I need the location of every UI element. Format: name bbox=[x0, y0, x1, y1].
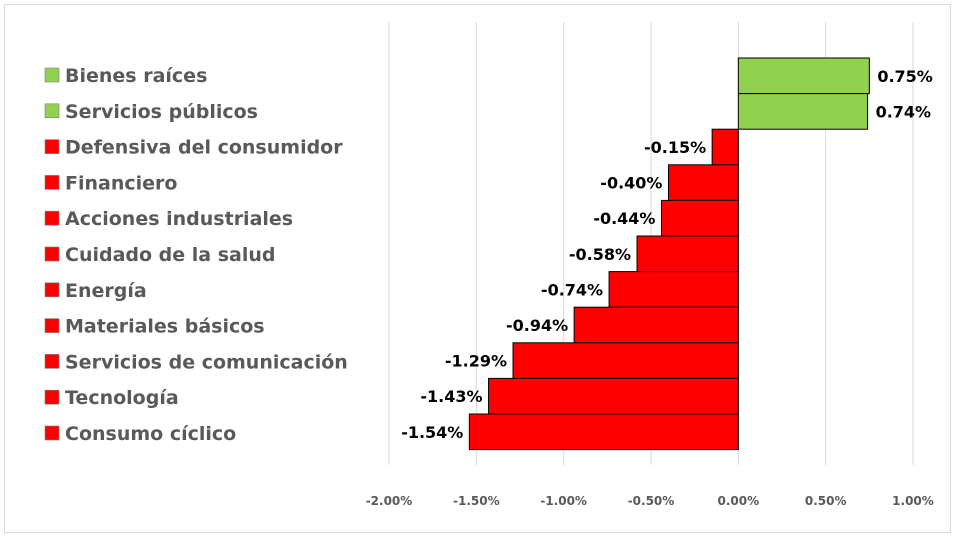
data-label: 0.75% bbox=[877, 67, 933, 86]
legend-swatch bbox=[44, 425, 60, 441]
data-label: -0.74% bbox=[541, 280, 603, 299]
legend-label: Bienes raíces bbox=[65, 65, 207, 87]
data-label: -0.44% bbox=[593, 209, 655, 228]
legend-swatch bbox=[44, 389, 60, 405]
x-tick-label: 0.00% bbox=[718, 494, 760, 508]
bar bbox=[573, 306, 739, 344]
legend-swatch bbox=[44, 103, 60, 119]
legend-label: Acciones industriales bbox=[65, 208, 293, 230]
bar bbox=[737, 57, 870, 95]
data-label: -0.15% bbox=[644, 138, 706, 157]
bar bbox=[660, 199, 739, 237]
data-label: -0.58% bbox=[569, 245, 631, 264]
legend-swatch bbox=[44, 139, 60, 154]
legend-label: Tecnología bbox=[65, 387, 179, 409]
legend-swatch bbox=[44, 282, 60, 298]
bar bbox=[608, 271, 739, 308]
legend-swatch bbox=[44, 175, 60, 190]
bar bbox=[711, 128, 739, 166]
data-label: -1.54% bbox=[401, 423, 463, 442]
legend-label: Materiales básicos bbox=[65, 316, 265, 338]
x-tick-label: 0.50% bbox=[805, 494, 847, 508]
x-tick-label: -1.00% bbox=[540, 494, 587, 508]
legend-label: Servicios públicos bbox=[65, 101, 258, 123]
legend-swatch bbox=[44, 318, 60, 333]
bar bbox=[667, 164, 739, 201]
x-tick-label: -0.50% bbox=[628, 494, 675, 508]
legend-label: Financiero bbox=[65, 172, 177, 194]
bar bbox=[488, 377, 739, 415]
data-label: -0.40% bbox=[600, 174, 662, 193]
bar bbox=[468, 413, 739, 451]
bar bbox=[512, 342, 739, 379]
data-label: -1.29% bbox=[445, 352, 507, 371]
legend-label: Defensiva del consumidor bbox=[65, 137, 343, 159]
legend-label: Consumo cíclico bbox=[65, 423, 236, 445]
bar bbox=[737, 93, 869, 130]
legend-swatch bbox=[44, 246, 60, 262]
legend-label: Energía bbox=[65, 280, 147, 302]
x-tick-label: -2.00% bbox=[366, 494, 413, 508]
data-label: -1.43% bbox=[420, 387, 482, 406]
legend-label: Cuidado de la salud bbox=[65, 244, 276, 266]
legend-swatch bbox=[44, 354, 60, 369]
x-tick-label: 1.00% bbox=[892, 494, 934, 508]
data-label: -0.94% bbox=[506, 316, 568, 335]
data-label: 0.74% bbox=[876, 102, 932, 121]
x-tick-label: -1.50% bbox=[453, 494, 500, 508]
legend-swatch bbox=[44, 210, 60, 226]
legend-label: Servicios de comunicación bbox=[65, 351, 348, 373]
bar bbox=[636, 235, 739, 273]
legend-swatch bbox=[44, 67, 60, 83]
